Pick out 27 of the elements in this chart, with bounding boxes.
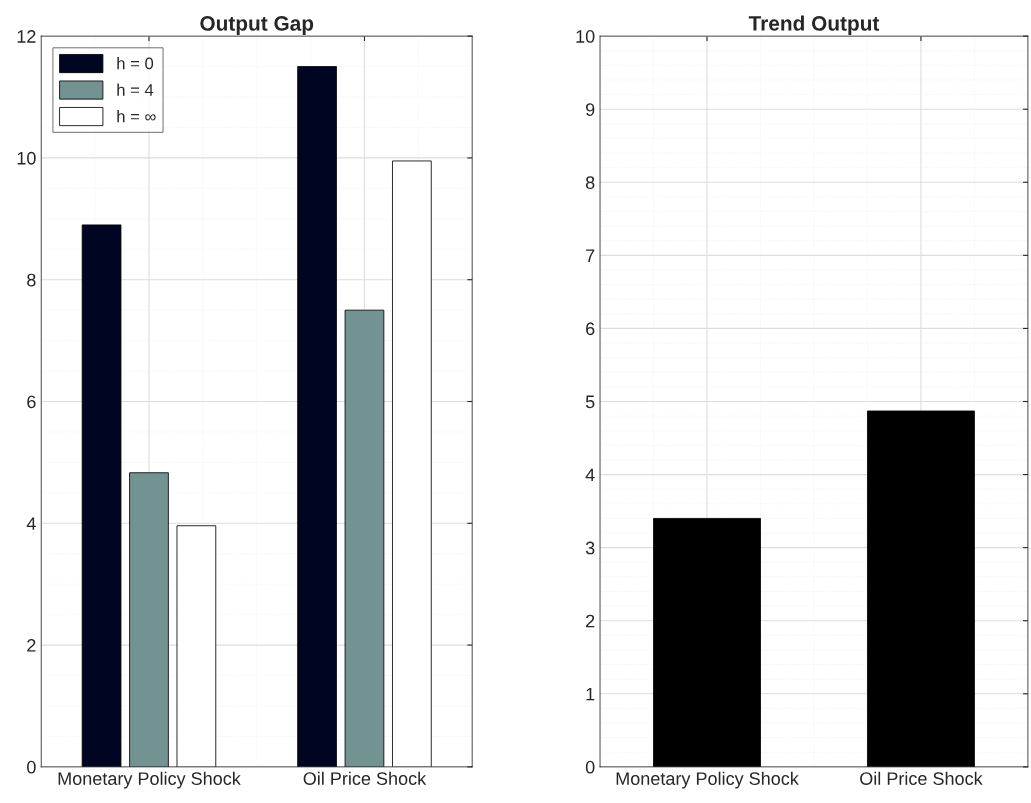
y-tick-label: 10: [17, 151, 36, 165]
chart-title: Output Gap: [200, 16, 314, 35]
y-tick-label: 5: [585, 395, 595, 409]
x-tick-label: Oil Price Shock: [860, 771, 983, 785]
y-tick-label: 0: [27, 760, 36, 774]
y-tick-label: 8: [585, 176, 595, 189]
legend-label: h = 4: [117, 83, 154, 96]
y-tick-label: 4: [585, 468, 595, 482]
legend-label: h = 0: [117, 57, 154, 70]
y-tick-label: 9: [585, 103, 595, 116]
x-tick-label: Oil Price Shock: [303, 771, 427, 785]
y-tick-label: 12: [17, 30, 36, 43]
y-tick-label: 6: [27, 395, 36, 409]
y-tick-label: 6: [586, 322, 595, 336]
y-tick-label: 1: [586, 687, 595, 701]
x-tick-label: Monetary Policy Shock: [616, 771, 799, 789]
y-tick-label: 8: [27, 273, 36, 287]
y-tick-label: 7: [586, 249, 595, 262]
y-tick-label: 4: [26, 517, 36, 530]
y-tick-label: 0: [585, 760, 595, 774]
legend-label: h = ∞: [117, 110, 156, 123]
y-tick-label: 2: [27, 639, 36, 652]
y-tick-label: 2: [586, 614, 595, 628]
x-tick-label: Monetary Policy Shock: [58, 771, 241, 789]
chart-title: Trend Output: [748, 15, 880, 35]
y-tick-label: 3: [585, 541, 595, 555]
y-tick-label: 10: [576, 30, 595, 43]
